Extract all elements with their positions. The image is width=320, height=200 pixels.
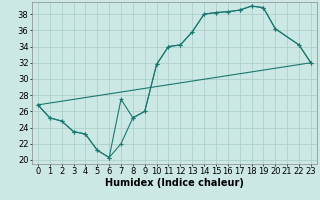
X-axis label: Humidex (Indice chaleur): Humidex (Indice chaleur) — [105, 178, 244, 188]
